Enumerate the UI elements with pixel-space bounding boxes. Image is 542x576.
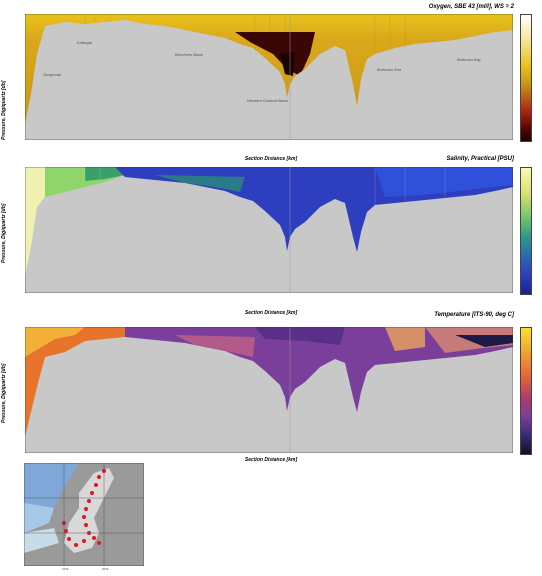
temperature-ylabel: Pressure, Digiquartz [db] <box>1 363 7 423</box>
oxygen-title: Oxygen, SBE 43 [ml/l], WS = 2 <box>428 4 514 10</box>
temperature-colorbar <box>520 327 532 455</box>
salinity-title: Salinity, Practical [PSU] <box>446 156 514 162</box>
salinity-xlabel: Section Distance [km] <box>244 310 298 316</box>
temperature-plot <box>25 327 513 453</box>
oxygen-ylabel: Pressure, Digiquartz [db] <box>1 80 7 140</box>
salinity-panel: Section Distance [km] Salinity, Practica… <box>0 156 542 313</box>
oxygen-panel: Oxygen, SBE 43 [ml/l], WS = 2 Pressure, … <box>0 0 542 163</box>
oxygen-xlabel: Section Distance [km] <box>244 156 298 162</box>
salinity-ylabel: Pressure, Digiquartz [db] <box>1 203 7 263</box>
temperature-title: Temperature [ITS-90, deg C] <box>434 312 514 318</box>
annotation-bornholm: Bornholm Basin <box>175 52 204 57</box>
oxygen-colorbar <box>520 14 532 142</box>
annotation-bothnian-sea: Bothnian Sea <box>377 67 402 72</box>
annotation-bothnian-bay: Bothnian Bay <box>457 57 482 62</box>
oxygen-seafloor <box>25 20 513 140</box>
salinity-plot <box>25 167 513 293</box>
temperature-panel: Section Distance [km] Temperature [ITS-9… <box>0 310 542 463</box>
annotation-skagerrak: Skagerrak <box>43 72 62 77</box>
annotation-kattegat: Kattegat <box>77 40 93 45</box>
salinity-colorbar <box>520 167 532 295</box>
annotation-gotland: Western Gotland Basin <box>247 98 289 103</box>
station-map: 10°E 20°E <box>23 462 145 571</box>
map-lon-tick: 20°E <box>102 567 109 571</box>
temperature-xlabel: Section Distance [km] <box>244 457 298 463</box>
oxygen-plot: Kattegat Skagerrak Bornholm Basin Wester… <box>25 14 513 140</box>
map-lon-tick: 10°E <box>62 567 69 571</box>
